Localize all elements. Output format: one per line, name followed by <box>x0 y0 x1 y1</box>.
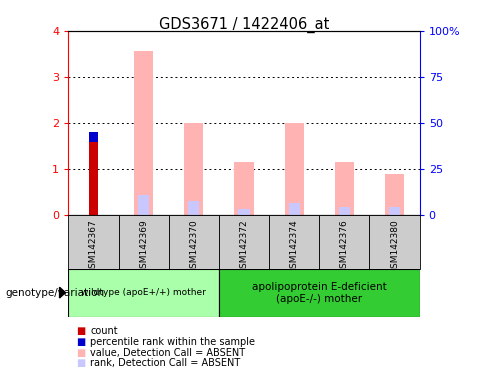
FancyBboxPatch shape <box>68 215 119 269</box>
Text: rank, Detection Call = ABSENT: rank, Detection Call = ABSENT <box>90 358 241 368</box>
Text: GDS3671 / 1422406_at: GDS3671 / 1422406_at <box>159 17 329 33</box>
Text: GSM142374: GSM142374 <box>290 219 299 274</box>
Bar <box>335 162 354 215</box>
Bar <box>389 207 400 215</box>
FancyBboxPatch shape <box>269 215 319 269</box>
FancyBboxPatch shape <box>119 215 169 269</box>
FancyBboxPatch shape <box>169 215 219 269</box>
Bar <box>89 142 98 215</box>
Text: count: count <box>90 326 118 336</box>
Bar <box>285 123 304 215</box>
FancyBboxPatch shape <box>319 215 369 269</box>
Text: GSM142370: GSM142370 <box>189 219 198 274</box>
Text: wildtype (apoE+/+) mother: wildtype (apoE+/+) mother <box>81 288 206 297</box>
Bar <box>289 203 300 215</box>
Bar <box>234 162 254 215</box>
Bar <box>385 174 404 215</box>
Bar <box>134 51 153 215</box>
Bar <box>188 201 199 215</box>
Text: genotype/variation: genotype/variation <box>5 288 104 298</box>
Bar <box>89 132 98 142</box>
Text: GSM142380: GSM142380 <box>390 219 399 274</box>
Text: ■: ■ <box>76 358 85 368</box>
FancyBboxPatch shape <box>219 215 269 269</box>
Text: ■: ■ <box>76 337 85 347</box>
Text: percentile rank within the sample: percentile rank within the sample <box>90 337 255 347</box>
Text: GSM142369: GSM142369 <box>139 219 148 274</box>
Polygon shape <box>60 287 65 298</box>
Text: ■: ■ <box>76 326 85 336</box>
Text: value, Detection Call = ABSENT: value, Detection Call = ABSENT <box>90 348 245 358</box>
Text: ■: ■ <box>76 348 85 358</box>
Bar <box>138 195 149 215</box>
FancyBboxPatch shape <box>219 269 420 317</box>
Bar <box>339 207 350 215</box>
Bar <box>184 123 203 215</box>
Text: GSM142367: GSM142367 <box>89 219 98 274</box>
Bar <box>239 209 249 215</box>
Text: GSM142376: GSM142376 <box>340 219 349 274</box>
Text: apolipoprotein E-deficient
(apoE-/-) mother: apolipoprotein E-deficient (apoE-/-) mot… <box>252 282 386 304</box>
FancyBboxPatch shape <box>68 269 219 317</box>
FancyBboxPatch shape <box>369 215 420 269</box>
Text: GSM142372: GSM142372 <box>240 219 248 274</box>
